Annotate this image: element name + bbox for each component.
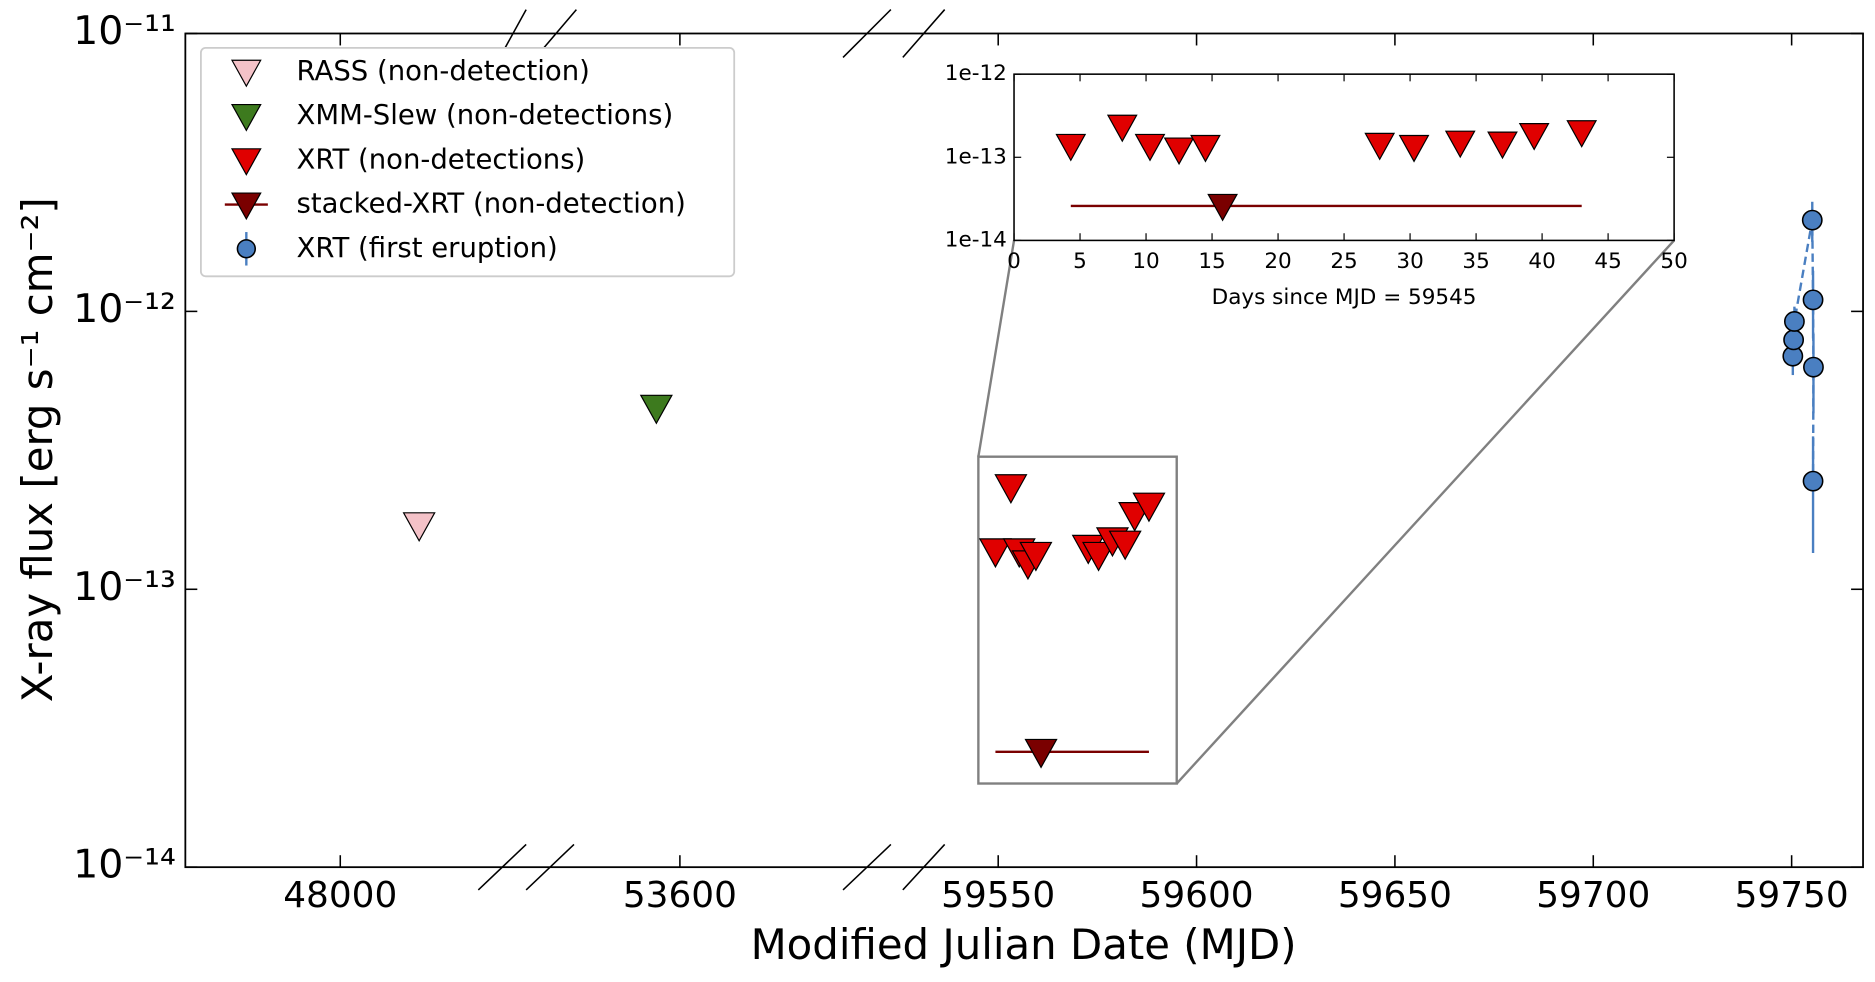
point: [994, 474, 1028, 504]
point: [1019, 541, 1053, 572]
zoom-connector: [1175, 239, 1675, 785]
x-tick-label: 59600: [1140, 875, 1254, 916]
inset-point: [1444, 130, 1476, 159]
y-axis-label: X-ray flux [erg s⁻¹ cm⁻²]: [13, 197, 62, 702]
inset-x-tick-label: 35: [1462, 249, 1489, 274]
legend-marker: [230, 148, 262, 176]
point: [1803, 356, 1824, 378]
x-tick-label: 59650: [1338, 875, 1452, 916]
point: [402, 512, 436, 543]
inset-point: [1364, 132, 1396, 161]
x-tick-label: 48000: [283, 875, 397, 916]
inset-x-tick-label: 10: [1132, 249, 1159, 274]
inset-y-tick-label: 1e-12: [945, 61, 1007, 86]
axis-breaks: [477, 9, 946, 891]
point: [1802, 289, 1824, 311]
x-tick-label: 59550: [941, 875, 1055, 916]
point: [639, 394, 673, 425]
inset-point: [1190, 134, 1221, 163]
inset-point: [1398, 134, 1430, 163]
x-tick-label: 53600: [623, 875, 737, 916]
legend-marker: [230, 59, 262, 88]
inset-x-tick-label: 40: [1528, 249, 1555, 274]
point: [1783, 311, 1805, 332]
point: [1801, 209, 1823, 231]
point: [978, 538, 1012, 569]
legend-marker: [230, 103, 262, 132]
legend-label: XRT (first eruption): [297, 232, 558, 264]
point: [1082, 541, 1116, 572]
legend-label: RASS (non-detection): [297, 55, 590, 87]
y-tick-label: 10⁻¹³: [73, 564, 176, 610]
inset-frame: [1013, 73, 1675, 242]
inset-x-tick-label: 50: [1660, 249, 1687, 274]
legend-label: stacked-XRT (non-detection): [297, 188, 686, 220]
inset-x-tick-label: 30: [1396, 249, 1423, 274]
point: [1108, 530, 1142, 561]
inset-point: [1207, 193, 1238, 222]
y-tick-label: 10⁻¹⁴: [73, 842, 176, 888]
inset-point: [1566, 120, 1598, 148]
point: [1802, 470, 1824, 492]
x-tick-label: 59750: [1735, 875, 1849, 916]
inset-point: [1163, 137, 1195, 166]
inset-point: [1106, 114, 1138, 143]
inset-y-tick-label: 1e-14: [945, 227, 1007, 252]
inset-point: [1487, 131, 1518, 160]
inset-point: [1134, 133, 1166, 162]
point: [1132, 492, 1166, 523]
legend-label: XRT (non-detections): [297, 143, 586, 175]
y-tick-label: 10⁻¹²: [73, 286, 176, 332]
legend-marker: [236, 239, 257, 259]
x-axis-label: Modified Julian Date (MJD): [751, 920, 1297, 969]
inset-x-tick-label: 5: [1073, 249, 1087, 274]
legend-box: [199, 46, 736, 278]
inset-x-tick-label: 45: [1594, 249, 1621, 274]
point: [1024, 738, 1058, 769]
inset-x-tick-label: 20: [1264, 249, 1291, 274]
legend-label: XMM-Slew (non-detections): [297, 99, 674, 131]
inset-point: [1518, 122, 1550, 151]
inset-y-tick-label: 1e-13: [945, 144, 1007, 169]
y-tick-label: 10⁻¹¹: [73, 8, 176, 54]
zoom-box: [977, 455, 1178, 785]
legend-marker: [230, 192, 262, 221]
zoom-connector: [977, 240, 1016, 457]
point: [1783, 329, 1805, 351]
inset-x-tick-label: 15: [1198, 249, 1225, 274]
inset-x-label: Days since MJD = 59545: [1212, 285, 1477, 310]
x-tick-label: 59700: [1536, 875, 1650, 916]
inset-x-tick-label: 0: [1007, 249, 1021, 274]
inset-point: [1055, 133, 1087, 162]
inset-x-tick-label: 25: [1330, 249, 1357, 274]
